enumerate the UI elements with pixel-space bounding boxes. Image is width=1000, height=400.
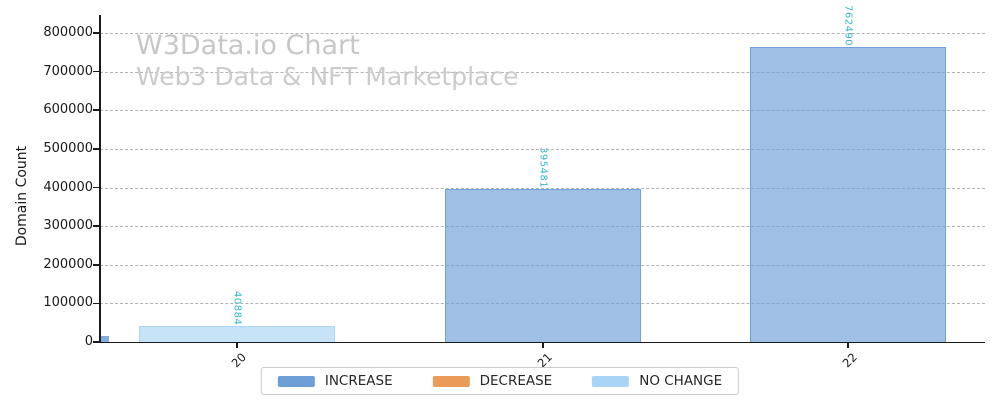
y-axis-spine (99, 15, 101, 343)
y-tick-mark (93, 148, 99, 150)
legend-swatch-icon (277, 375, 315, 387)
x-tick-label: 20 (228, 350, 249, 371)
y-tick-label: 100000 (43, 295, 93, 311)
clipped-partial-bar (101, 336, 109, 342)
x-tick-mark (542, 343, 544, 348)
y-tick-label: 200000 (43, 256, 93, 272)
x-tick-label: 22 (839, 350, 860, 371)
x-tick-mark (847, 343, 849, 348)
y-tick-mark (93, 32, 99, 34)
y-tick-label: 600000 (43, 102, 93, 118)
y-tick-mark (93, 341, 99, 343)
bar-21 (445, 189, 641, 342)
y-tick-label: 400000 (43, 179, 93, 195)
y-tick-mark (93, 109, 99, 112)
x-tick-mark (236, 343, 238, 348)
y-tick-label: 300000 (43, 218, 93, 234)
legend-label: INCREASE (324, 373, 393, 389)
bar-value-label: 762490 (842, 5, 854, 47)
y-axis-title: Domain Count (14, 145, 30, 247)
y-tick-mark (93, 70, 99, 73)
gridline (100, 71, 985, 73)
x-axis-spine (99, 341, 985, 344)
y-tick-mark (93, 186, 99, 189)
gridline (100, 110, 985, 112)
watermark-title: W3Data.io Chart (136, 30, 360, 61)
bar-20 (139, 326, 335, 342)
gridline (100, 33, 985, 34)
bar-value-label: 395481 (537, 147, 549, 189)
bar-22 (750, 47, 946, 342)
gridline (100, 148, 985, 150)
y-tick-label: 800000 (43, 25, 93, 40)
y-tick-label: 700000 (43, 63, 93, 79)
legend-label: NO CHANGE (639, 373, 723, 389)
legend-item-increase: INCREASE (277, 373, 393, 389)
y-tick-mark (93, 302, 99, 305)
legend-item-no-change: NO CHANGE (592, 373, 722, 389)
y-tick-mark (93, 263, 99, 266)
y-tick-mark (93, 225, 99, 227)
watermark: W3Data.io Chart Web3 Data & NFT Marketpl… (136, 31, 519, 91)
y-tick-label: 0 (84, 334, 93, 349)
y-tick-label: 500000 (43, 140, 93, 156)
bar-value-label: 40884 (231, 290, 243, 326)
legend-label: DECREASE (479, 373, 553, 389)
watermark-subtitle: Web3 Data & NFT Marketplace (136, 61, 519, 91)
legend-item-decrease: DECREASE (432, 373, 553, 389)
legend: INCREASE DECREASE NO CHANGE (260, 367, 740, 395)
legend-swatch-icon (432, 375, 470, 387)
gridline (100, 187, 985, 189)
legend-swatch-icon (592, 375, 630, 387)
